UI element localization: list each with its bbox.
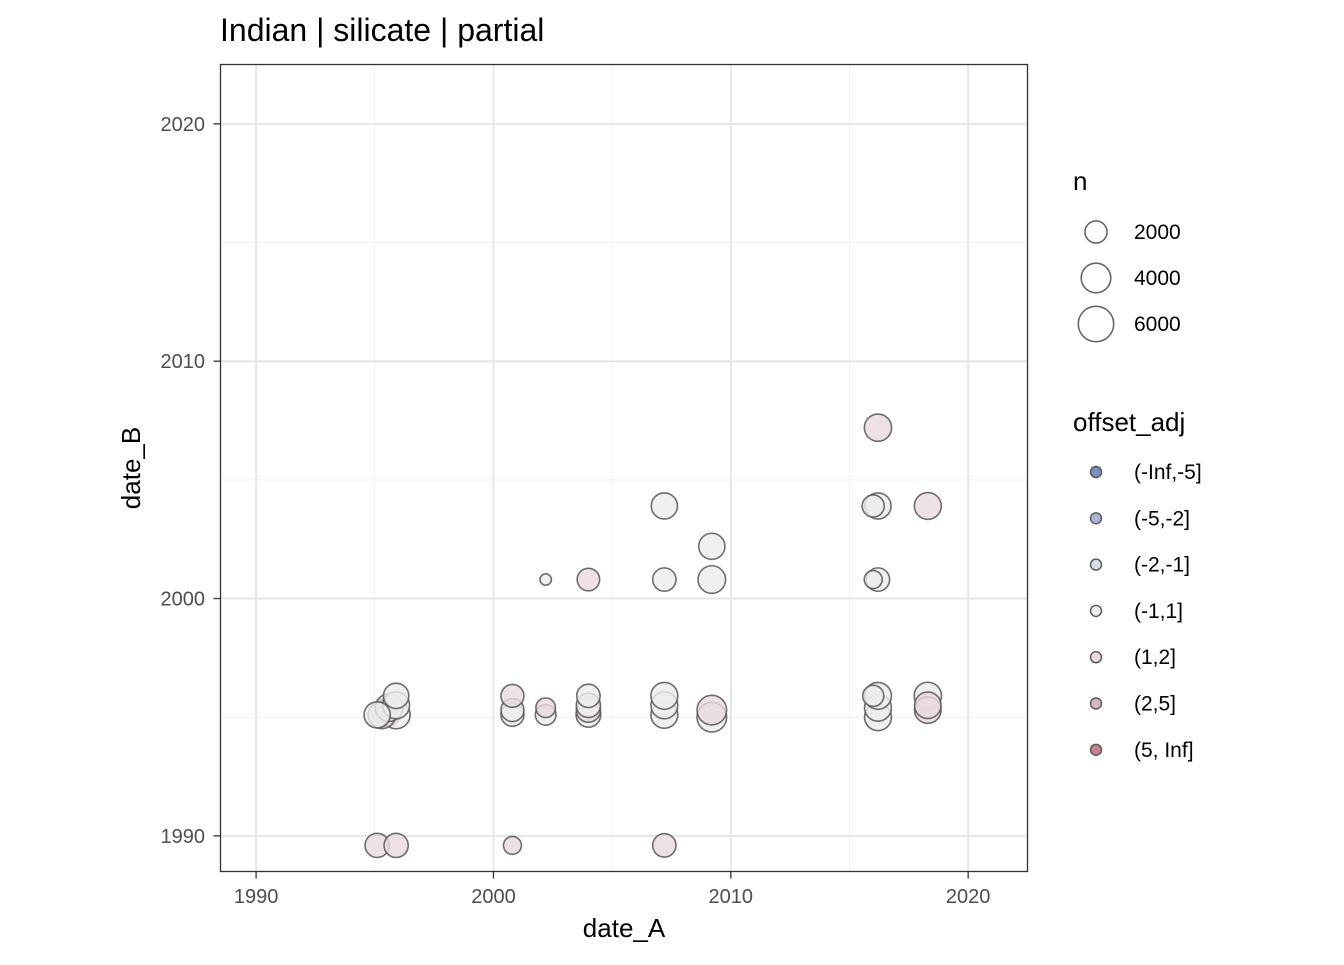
data-point	[863, 569, 883, 590]
data-point	[651, 832, 677, 858]
data-point	[500, 683, 525, 709]
data-point	[913, 491, 943, 521]
data-point	[861, 494, 886, 518]
y-tick-label: 2010	[161, 351, 206, 373]
color-legend-label: (-Inf,-5]	[1134, 461, 1202, 484]
color-legend: offset_adj (-Inf,-5] (-5,-2] (-2,-1] (-1,1]…	[1073, 407, 1202, 762]
x-axis-ticks: 1990 2000 2010 2020	[234, 871, 991, 908]
color-legend-items: (-Inf,-5] (-5,-2] (-2,-1] (-1,1] (1,2] (2,5] (…	[1089, 461, 1202, 762]
size-legend-key	[1080, 262, 1112, 294]
size-legend-key	[1084, 220, 1108, 244]
color-legend-key	[1089, 558, 1103, 571]
data-point	[697, 532, 726, 561]
size-legend-label: 4000	[1134, 267, 1181, 290]
data-point	[697, 564, 727, 595]
data-point	[575, 683, 601, 709]
plot-panel-border	[219, 63, 1029, 873]
data-point	[650, 492, 679, 520]
color-legend-key	[1089, 604, 1103, 618]
color-legend-label: (-1,1]	[1134, 600, 1183, 623]
color-legend-title: offset_adj	[1073, 407, 1185, 437]
color-legend-key	[1089, 465, 1103, 479]
size-legend-title: n	[1073, 166, 1087, 196]
color-legend-label: (2,5]	[1134, 693, 1176, 716]
color-legend-key	[1089, 697, 1103, 710]
color-legend-key	[1089, 743, 1103, 756]
data-point	[539, 573, 553, 587]
color-legend-label: (1,2]	[1134, 646, 1176, 669]
color-legend-key	[1089, 651, 1103, 664]
y-axis-label: date_B	[116, 427, 146, 509]
color-legend-label: (5, Inf]	[1134, 739, 1194, 762]
y-tick-label: 2000	[161, 589, 206, 611]
data-point	[576, 567, 601, 592]
color-legend-key	[1089, 512, 1103, 525]
x-tick-label: 2010	[709, 886, 754, 908]
data-point	[502, 835, 523, 856]
major-gridlines	[220, 64, 1028, 872]
data-point	[383, 832, 410, 859]
data-point	[913, 691, 942, 720]
x-tick-label: 2020	[946, 886, 991, 908]
size-legend: n 2000 4000 6000	[1073, 166, 1181, 343]
x-tick-label: 2000	[471, 886, 516, 908]
data-point	[382, 682, 410, 710]
x-tick-label: 1990	[234, 886, 279, 908]
data-point	[535, 697, 557, 719]
size-legend-items: 2000 4000 6000	[1077, 220, 1181, 343]
data-point	[861, 684, 885, 708]
minor-gridlines	[220, 64, 1028, 872]
y-axis-ticks: 1990 2000 2010 2020	[161, 114, 221, 848]
y-tick-label: 1990	[161, 826, 206, 848]
color-legend-label: (-5,-2]	[1134, 507, 1190, 530]
data-points	[363, 413, 943, 859]
x-axis-label: date_A	[583, 913, 666, 943]
data-point	[863, 413, 893, 443]
size-legend-label: 6000	[1134, 313, 1181, 336]
size-legend-label: 2000	[1134, 221, 1181, 244]
y-tick-label: 2020	[161, 114, 206, 136]
data-point	[651, 567, 677, 593]
size-legend-key	[1077, 305, 1115, 343]
chart-title: Indian | silicate | partial	[220, 12, 544, 48]
data-point	[363, 700, 392, 729]
data-point	[650, 681, 679, 711]
color-legend-label: (-2,-1]	[1134, 554, 1190, 577]
data-point	[696, 694, 728, 726]
